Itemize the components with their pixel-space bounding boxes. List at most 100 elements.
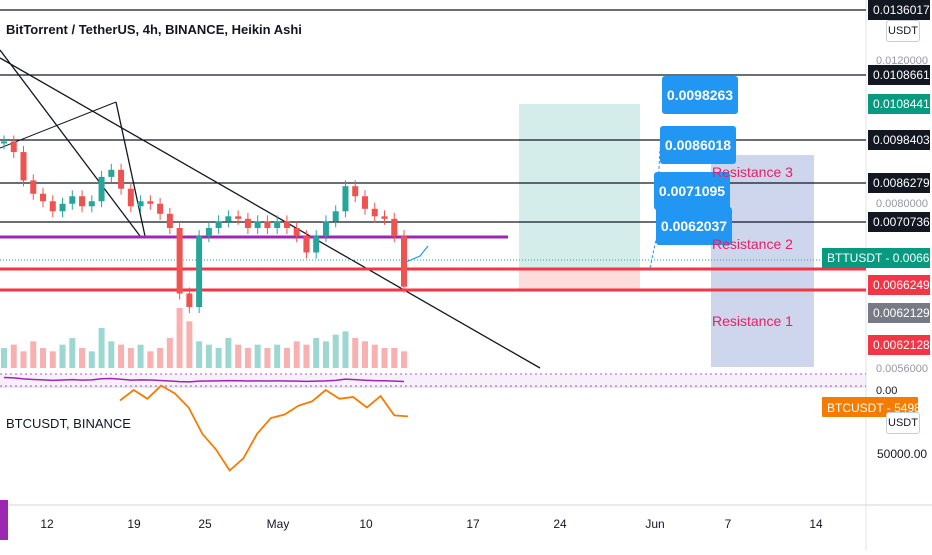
- support-lines: [0, 235, 866, 292]
- volume-bar: [303, 344, 310, 368]
- btcusdt-line: [119, 384, 409, 472]
- price-tag-label: 0.0070736: [873, 215, 930, 229]
- volume-bars: [1, 308, 407, 368]
- candle-body: [69, 196, 76, 204]
- candle-body: [352, 186, 359, 197]
- volume-bar: [147, 351, 154, 368]
- volume-bar: [342, 331, 349, 368]
- volume-bar: [30, 341, 37, 368]
- price-tag-box: [868, 335, 930, 355]
- subpane-unit-badge[interactable]: USDT: [886, 412, 920, 434]
- candle-body: [235, 216, 242, 219]
- chart-title: BitTorrent / TetherUS, 4h, BINANCE, Heik…: [6, 22, 302, 37]
- price-callout-label: 0.0062037: [661, 218, 727, 234]
- x-axis-label: 7: [725, 517, 732, 531]
- volume-bar: [88, 351, 95, 368]
- x-axis-label: 10: [359, 517, 373, 531]
- candle-body: [205, 228, 212, 237]
- volume-bar: [235, 344, 242, 368]
- volume-bar: [166, 338, 173, 368]
- price-tag-label: 0.0098403: [873, 133, 930, 147]
- trendlines: [0, 49, 541, 369]
- candle-body: [361, 196, 368, 209]
- subpane-title: BTCUSDT, BINANCE: [6, 416, 131, 431]
- volume-bar: [49, 351, 56, 368]
- x-axis-label: Jun: [645, 517, 664, 531]
- candle-body: [59, 203, 66, 212]
- unit-badge[interactable]: USDT: [886, 20, 920, 42]
- price-tag-label: 0.0086279: [873, 176, 930, 190]
- price-callout-label: 0.0071095: [659, 183, 725, 199]
- x-axis-label: 25: [198, 517, 212, 531]
- candle-body: [332, 211, 339, 222]
- volume-bar: [274, 344, 281, 368]
- projection-arrow: [405, 245, 429, 263]
- price-callout-label: 0.0098263: [667, 87, 733, 103]
- x-axis-label: 14: [809, 517, 823, 531]
- volume-bar: [1, 348, 7, 368]
- price-tag-label: 0.0062128: [873, 338, 930, 352]
- x-axis-label: 24: [553, 517, 567, 531]
- volume-bar: [361, 341, 368, 368]
- btc-level-label: 50000.00: [877, 447, 927, 461]
- candle-body: [108, 169, 115, 177]
- volume-bar: [225, 338, 232, 368]
- candle-body: [176, 228, 183, 294]
- candle-body: [254, 221, 261, 229]
- price-tag-box: [868, 275, 930, 295]
- price-scale-label: 0.0080000: [876, 198, 928, 210]
- candle-body: [88, 201, 95, 207]
- price-scale-label: 0.0120000: [876, 55, 928, 67]
- candle-body: [30, 180, 37, 194]
- candle-body: [342, 186, 349, 212]
- candle-body: [20, 152, 27, 181]
- price-tag-label: 0.0066249: [873, 278, 930, 292]
- price-tag-label: BTTUSDT - 0.0066324: [827, 251, 932, 265]
- candle-body: [49, 201, 56, 212]
- volume-bar: [332, 334, 339, 368]
- price-tag-box: [868, 130, 930, 150]
- side-marker: [0, 500, 8, 540]
- price-tag-label: 0.0062129: [873, 306, 930, 320]
- price-tag-box: [868, 173, 930, 193]
- volume-bar: [371, 344, 378, 368]
- volume-bar: [127, 348, 134, 368]
- candle-body: [186, 293, 193, 308]
- candle-body: [322, 221, 329, 237]
- volume-bar: [196, 341, 203, 368]
- volume-bar: [10, 344, 17, 368]
- candle-body: [274, 221, 281, 229]
- candle-body: [215, 221, 222, 229]
- candle-body: [127, 188, 134, 207]
- price-callout-box: [654, 172, 730, 210]
- volume-bar: [244, 348, 251, 368]
- price-tag-label: 0.0108661: [873, 68, 930, 82]
- candle-body: [137, 201, 144, 207]
- volume-bar: [40, 348, 47, 368]
- resistance-label: Resistance 2: [712, 236, 793, 252]
- price-callouts: 0.0098263 0.0086018 0.0071095 0.0062037: [654, 76, 738, 245]
- volume-bar: [283, 348, 290, 368]
- candle-body: [381, 216, 388, 219]
- volume-bar: [20, 351, 27, 368]
- price-tag-label: 0.0136017: [873, 3, 930, 17]
- volume-bar: [69, 338, 76, 368]
- candle-body: [313, 236, 320, 253]
- x-axis-label: 12: [40, 517, 54, 531]
- volume-bar: [186, 321, 193, 368]
- x-axis-labels: 12 19 25 May 10 17 24 Jun 7 14: [40, 517, 823, 531]
- volume-bar: [108, 341, 115, 368]
- btc-price-tag-text: BTCUSDT - 54986.45: [827, 401, 932, 415]
- price-tag-box: [868, 65, 930, 85]
- volume-bar: [322, 341, 329, 368]
- price-tag-box: [868, 94, 930, 114]
- candle-body: [293, 228, 300, 237]
- candle-body: [401, 236, 407, 287]
- price-scale-label: 0.0056000: [876, 363, 928, 375]
- volume-bar: [59, 344, 66, 368]
- volume-bar: [313, 338, 320, 368]
- rsi-level-label: 0.00: [876, 385, 897, 397]
- volume-bar: [293, 341, 300, 368]
